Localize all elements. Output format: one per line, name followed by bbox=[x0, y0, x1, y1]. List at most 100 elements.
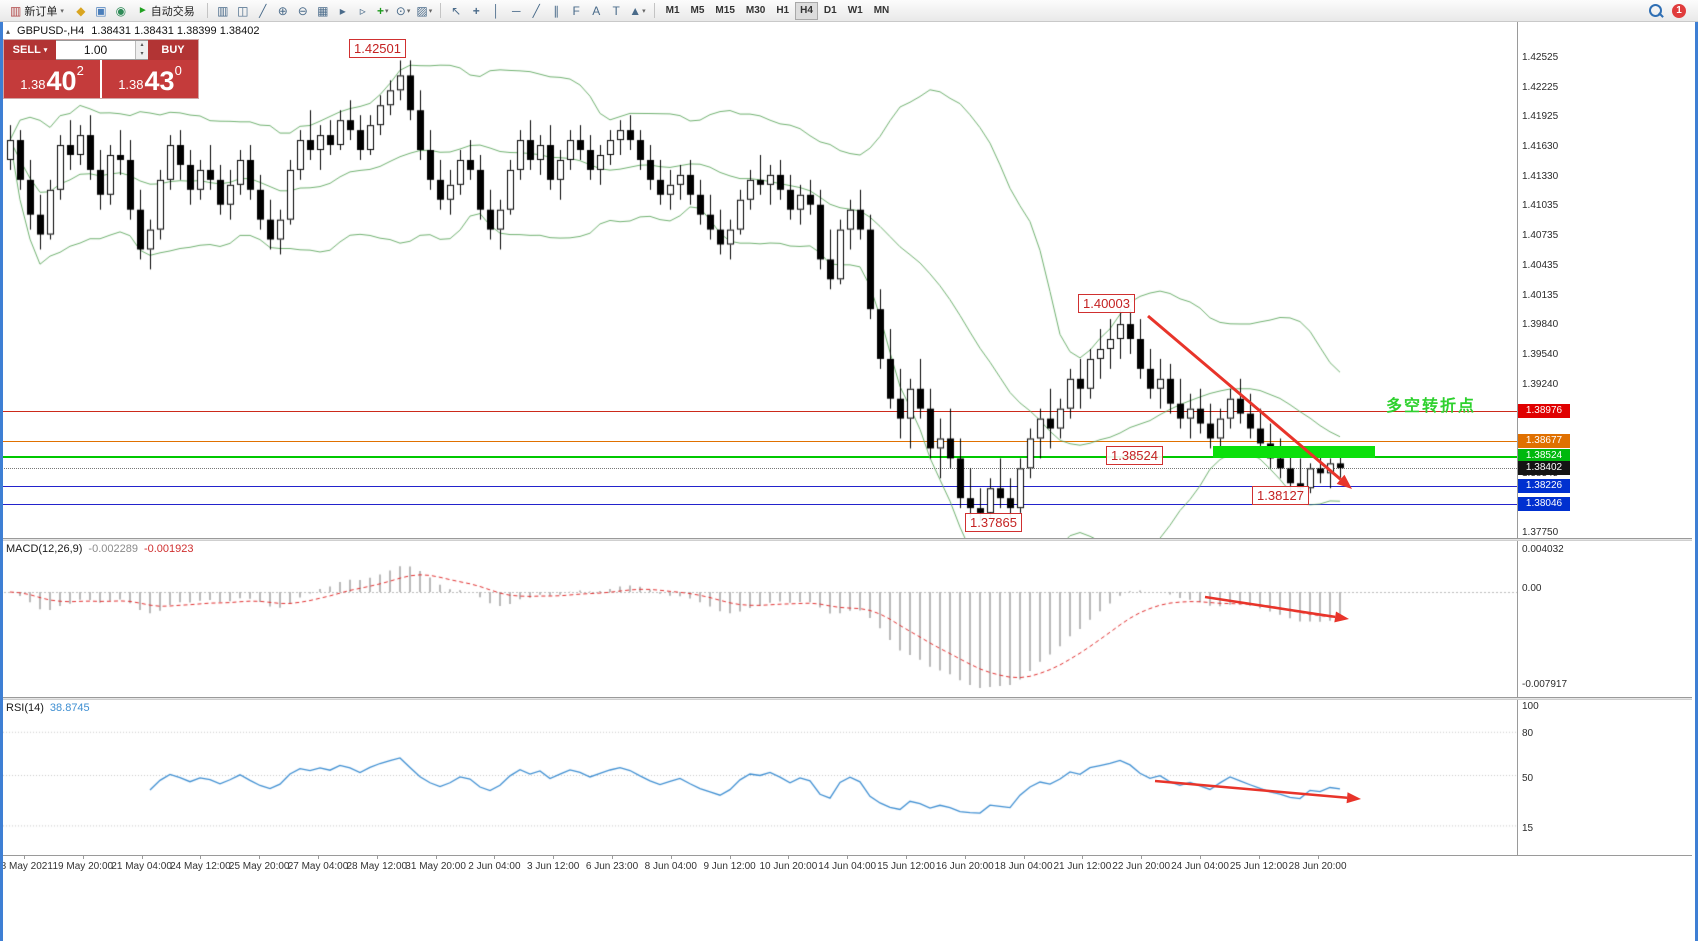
trend-arrow-object[interactable] bbox=[1136, 304, 1364, 501]
trendline-icon-glyph: ╱ bbox=[532, 3, 540, 18]
search-icon[interactable] bbox=[1649, 4, 1662, 17]
sell-price-big: 40 bbox=[46, 66, 77, 96]
price-callout[interactable]: 1.38524 bbox=[1106, 446, 1163, 465]
price-callout[interactable]: 1.42501 bbox=[349, 39, 406, 58]
zoom-out-icon-glyph: ⊖ bbox=[297, 3, 308, 18]
panel-resize-handle[interactable] bbox=[0, 538, 1692, 541]
collapse-icon[interactable]: ▴ bbox=[6, 26, 11, 36]
macd-main-value: -0.002289 bbox=[88, 543, 138, 555]
time-tick bbox=[729, 856, 731, 859]
timeframe-m5[interactable]: M5 bbox=[686, 2, 710, 20]
chart-panel[interactable]: 18 May 2021 19 May 20:00 21 May 04:00 24 Ma… bbox=[0, 22, 1698, 941]
panel-resize-handle[interactable] bbox=[0, 697, 1692, 700]
vertical-line-icon[interactable]: │ bbox=[487, 2, 505, 20]
time-axis-label: 25 Jun 12:00 bbox=[1229, 861, 1288, 872]
notification-badge[interactable]: 1 bbox=[1672, 3, 1686, 18]
auto-scroll-icon[interactable]: ▸ bbox=[334, 2, 352, 20]
buy-price-sup: 0 bbox=[174, 63, 182, 78]
arrows-icon[interactable]: ▲ ▾ bbox=[627, 2, 647, 20]
toolbar-separator bbox=[206, 3, 208, 18]
volume-input[interactable]: 1.00 ▴ ▾ bbox=[56, 40, 148, 60]
annotation-text[interactable]: 多空转折点 bbox=[1386, 398, 1477, 415]
zoom-in-icon[interactable]: ⊕ bbox=[274, 2, 292, 20]
macd-canvas[interactable] bbox=[0, 541, 1517, 697]
chevron-down-icon: ▾ bbox=[60, 7, 64, 15]
chart-shift-icon[interactable]: ▹ bbox=[354, 2, 372, 20]
price-axis-label: 1.39840 bbox=[1522, 319, 1559, 331]
price-callout[interactable]: 1.40003 bbox=[1078, 294, 1135, 313]
rsi-axis-label: 50 bbox=[1522, 773, 1534, 784]
time-axis-label: 22 Jun 20:00 bbox=[1112, 861, 1171, 872]
timeframe-h4[interactable]: H4 bbox=[795, 1, 818, 20]
time-axis: 18 May 2021 19 May 20:00 21 May 04:00 24 Ma… bbox=[0, 855, 1692, 878]
periods-icon[interactable]: ⊙ ▾ bbox=[394, 2, 413, 20]
fibonacci-icon[interactable]: F bbox=[567, 2, 585, 20]
depth-of-market-icon[interactable]: ▣ bbox=[92, 2, 110, 20]
timeframe-mn[interactable]: MN bbox=[869, 2, 895, 20]
new-order-button[interactable]: ▥ 新订单 ▾ bbox=[4, 2, 70, 20]
zoom-out-icon[interactable]: ⊖ bbox=[294, 2, 312, 20]
buy-button[interactable]: BUY bbox=[148, 40, 198, 60]
timeframe-d1[interactable]: D1 bbox=[819, 2, 842, 20]
timeframe-m15[interactable]: M15 bbox=[710, 2, 739, 20]
price-callout[interactable]: 1.37865 bbox=[965, 513, 1022, 532]
templates-icon[interactable]: ▨ ▾ bbox=[414, 2, 434, 20]
time-tick bbox=[1023, 856, 1025, 859]
indicators-icon-glyph: + bbox=[377, 3, 385, 18]
time-axis-label: 28 May 12:00 bbox=[346, 861, 408, 872]
cursor-icon[interactable]: ↖ bbox=[447, 2, 465, 20]
price-badge: 1.38226 bbox=[1518, 479, 1570, 493]
timeframe-h1[interactable]: H1 bbox=[771, 2, 794, 20]
equidistant-channel-icon[interactable]: ∥ bbox=[547, 2, 565, 20]
trend-arrow-object[interactable] bbox=[1193, 585, 1361, 631]
time-tick bbox=[1141, 856, 1143, 859]
text-label-icon[interactable]: T bbox=[607, 2, 625, 20]
chevron-down-icon: ▾ bbox=[406, 7, 411, 15]
trade-widget-controls: SELL ▾ 1.00 ▴ ▾ BUY bbox=[4, 40, 198, 60]
price-axis-label: 1.41035 bbox=[1522, 200, 1559, 212]
buy-price[interactable]: 1.38 43 0 bbox=[102, 60, 198, 98]
sell-price[interactable]: 1.38 40 2 bbox=[4, 60, 100, 98]
templates-icon-glyph: ▨ bbox=[416, 3, 428, 18]
metaquotes-icon[interactable]: ◆ bbox=[72, 2, 90, 20]
horizontal-line-icon[interactable]: ─ bbox=[507, 2, 525, 20]
timeframe-m30[interactable]: M30 bbox=[741, 2, 770, 20]
trendline-icon[interactable]: ╱ bbox=[527, 2, 545, 20]
price-badge: 1.38976 bbox=[1518, 404, 1570, 418]
price-axis-label: 1.39240 bbox=[1522, 378, 1559, 390]
time-axis-label: 18 Jun 04:00 bbox=[994, 861, 1053, 872]
volume-up-icon[interactable]: ▴ bbox=[136, 41, 148, 50]
rsi-canvas[interactable] bbox=[0, 700, 1517, 855]
sell-price-sup: 2 bbox=[76, 63, 84, 78]
crosshair-icon[interactable]: + bbox=[467, 2, 485, 20]
bar-chart-icon[interactable]: ▥ bbox=[214, 2, 232, 20]
text-icon[interactable]: A bbox=[587, 2, 605, 20]
time-axis-label: 24 May 12:00 bbox=[170, 861, 231, 872]
timeframe-m1[interactable]: M1 bbox=[661, 2, 685, 20]
time-axis-label: 19 May 20:00 bbox=[52, 861, 114, 872]
volume-down-icon[interactable]: ▾ bbox=[136, 50, 148, 59]
price-callout[interactable]: 1.38127 bbox=[1252, 486, 1309, 505]
sell-price-small: 1.38 bbox=[20, 77, 46, 92]
timeframe-w1[interactable]: W1 bbox=[843, 2, 868, 20]
line-chart-icon[interactable]: ╱ bbox=[254, 2, 272, 20]
time-tick bbox=[670, 856, 672, 859]
highlight-rectangle-object[interactable] bbox=[1213, 446, 1375, 458]
zoom-in-icon-glyph: ⊕ bbox=[277, 3, 288, 18]
price-axis bbox=[1517, 22, 1518, 855]
community-icon[interactable]: ◉ bbox=[112, 2, 130, 20]
time-axis-label: 18 May 2021 bbox=[0, 861, 53, 872]
sell-button[interactable]: SELL ▾ bbox=[4, 40, 56, 60]
trend-arrow-object[interactable] bbox=[1143, 769, 1373, 811]
indicators-icon[interactable]: + ▾ bbox=[374, 2, 392, 20]
time-axis-label: 27 May 04:00 bbox=[287, 861, 349, 872]
candlestick-chart-icon[interactable]: ◫ bbox=[234, 2, 252, 20]
time-axis-label: 28 Jun 20:00 bbox=[1288, 861, 1347, 872]
autotrading-button[interactable]: ► 自动交易 bbox=[132, 2, 201, 20]
trade-widget-prices: 1.38 40 2 1.38 43 0 bbox=[4, 60, 198, 98]
price-badge: 1.38677 bbox=[1518, 434, 1570, 448]
time-tick bbox=[1317, 856, 1319, 859]
time-tick bbox=[964, 856, 966, 859]
tile-windows-icon[interactable]: ▦ bbox=[314, 2, 332, 20]
one-click-trading-widget: SELL ▾ 1.00 ▴ ▾ BUY 1.38 40 bbox=[4, 40, 198, 98]
